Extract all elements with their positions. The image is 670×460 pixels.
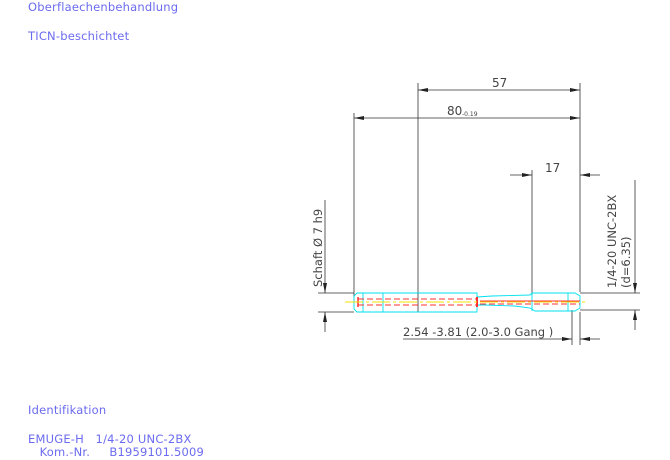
identification-line-1: EMUGE-H 1/4-20 UNC-2BX [28,432,192,446]
thread-diameter-label: (d=6.35) [619,236,633,288]
dim-80-label: 80 [447,104,462,118]
dim-57-label: 57 [492,76,507,90]
surface-treatment-label: Oberflaechenbehandlung [28,0,179,14]
identification-line-2: Kom.-Nr. B1959101.5009 [28,445,205,459]
thread-label: 1/4-20 UNC-2BX [605,195,619,288]
chamfer-label: 2.54 -3.81 (2.0-3.0 Gang ) [403,325,553,339]
hidden-lines [357,297,580,307]
dim-17-label: 17 [545,161,560,175]
surface-treatment-value: TICN-beschichtet [28,29,130,43]
identification-label: Identifikation [28,403,107,417]
dimension-lines [318,83,640,345]
shaft-diameter-label: Schaft Ø 7 h9 [311,209,325,287]
dim-80-tolerance: -0.19 [462,111,478,118]
